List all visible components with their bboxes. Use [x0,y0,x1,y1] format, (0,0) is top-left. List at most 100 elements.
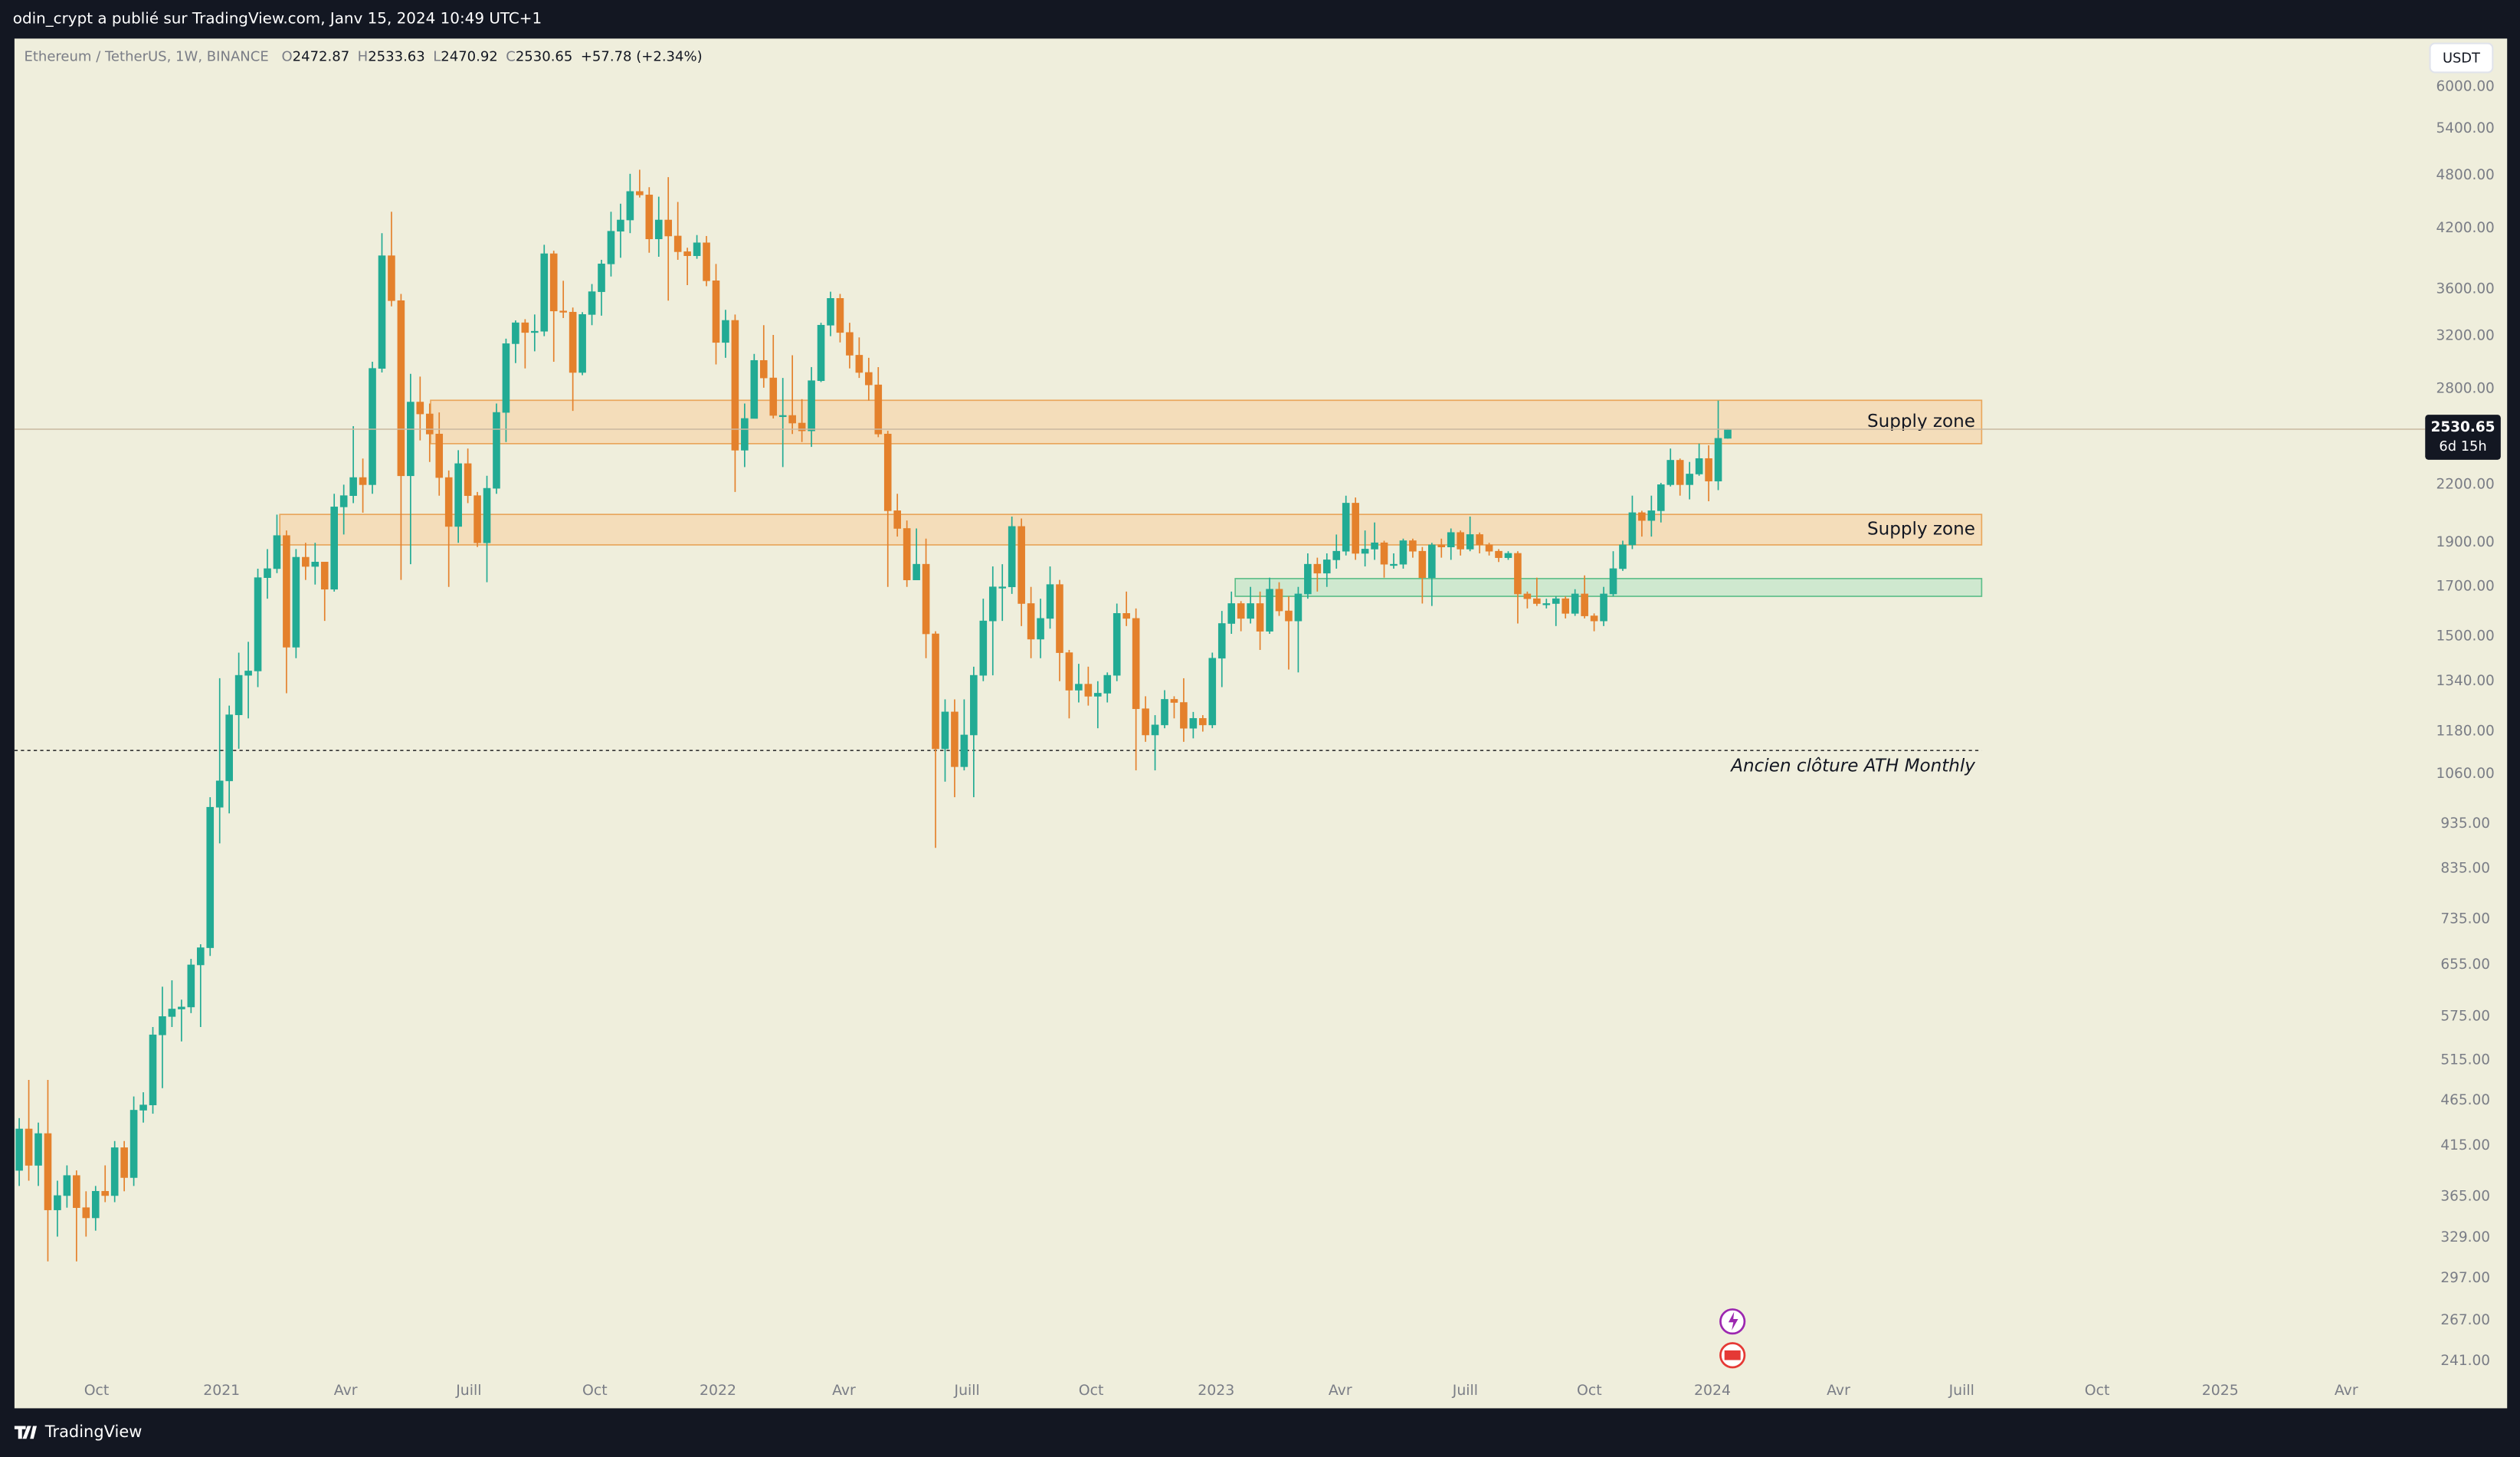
x-tick-label: 2023 [1198,1382,1234,1399]
y-tick-label: 5400.00 [2436,120,2495,136]
candle-body [215,780,224,808]
candle-body [1466,534,1474,550]
candle-body [407,402,415,477]
candle-body [1590,615,1598,622]
candle-body [1285,610,1293,622]
candle-body [598,264,605,292]
candle-body [1342,503,1350,552]
candle-body [397,300,405,477]
x-tick-label: Juill [455,1382,481,1399]
candle-body [120,1147,128,1178]
candle-body [54,1195,61,1210]
candle-body [750,359,759,419]
legend-ohlc-letter: O [281,48,292,64]
legend-ohlc-letter: L [433,48,441,64]
candle-body [1533,598,1541,604]
candle-body [91,1190,100,1219]
candle-body [960,734,968,767]
candle-body [846,332,854,356]
y-tick-label: 1900.00 [2436,534,2495,550]
candle-body [502,343,510,413]
y-tick-label: 415.00 [2440,1137,2490,1153]
y-tick-label: 1060.00 [2436,766,2495,782]
brand: TradingView [14,1423,142,1441]
event-icons [1719,1308,1746,1369]
button-label[interactable]: USDT [2443,51,2480,67]
brand-logo [14,1426,38,1439]
price-badge [2425,415,2501,460]
y-tick-label: 2800.00 [2436,381,2495,397]
candle-body [483,487,491,543]
candle-body [1686,474,1693,485]
candle-body [855,355,863,373]
candle-body [1256,603,1264,632]
legend-change: +57.78 (+2.34%) [581,48,703,64]
legend-symbol: Ethereum / TetherUS, 1W, BINANCE [24,48,268,64]
candle-body [1361,549,1369,554]
candle-body [1075,684,1083,691]
legend-line: Ethereum / TetherUS, 1W, BINANCE O2472.87… [24,48,702,64]
candle-body [1523,593,1532,599]
candle-body [330,507,339,590]
candle-body [63,1175,71,1196]
x-tick-label: 2024 [1694,1382,1731,1399]
candle-body [1322,560,1331,574]
candle-body [549,253,558,312]
candle-body [1332,550,1341,560]
currency-button[interactable]: USDT [2429,42,2494,74]
candle-body [464,463,472,497]
candle-body [1600,593,1607,622]
candle-body [273,535,281,569]
candle-body [540,253,549,332]
candle-body [636,191,644,195]
legend-ohlc-letter: H [358,48,369,64]
candle-body [664,219,673,237]
candle-body [988,586,997,622]
candle-body [1094,693,1102,697]
candle-body [1027,603,1035,640]
candle-body [1619,544,1627,569]
candle-body [998,586,1007,589]
candle-body [369,368,376,485]
button-bg[interactable] [2429,42,2494,74]
candle-body [388,255,395,301]
candle-body [798,422,806,432]
x-tick-label: Oct [84,1382,110,1399]
candle-body [425,413,434,435]
candle-body [1504,553,1512,558]
candle-body [1705,458,1712,482]
candle-body [1609,568,1617,595]
candle-body [645,195,654,240]
candle-body [1018,526,1025,604]
candle-body [1552,598,1560,604]
candle-body [1695,458,1703,474]
x-tick-label: Avr [832,1382,856,1399]
candle-body [283,535,290,648]
y-tick-label: 1700.00 [2436,579,2495,595]
candle-body [1571,593,1579,614]
candle-body [1676,460,1684,485]
candle-body [178,1006,185,1009]
x-tick-label: Juill [1452,1382,1478,1399]
y-tick-label: 365.00 [2440,1188,2490,1204]
y-tick-label: 2200.00 [2436,476,2495,492]
candle-body [1266,589,1273,632]
candle-body [531,330,539,333]
candle-body [817,324,825,382]
candle-body [512,322,519,344]
legend-ohlc-value: 2470.92 [441,48,498,64]
x-tick-label: Juill [1948,1382,1974,1399]
candle-body [712,281,720,343]
candle-body [703,242,710,281]
candle-body [244,671,252,676]
candle-body [836,298,844,333]
y-tick-label: 575.00 [2440,1008,2490,1024]
candle-body [1065,652,1073,691]
candle-body [1122,613,1130,619]
candle-body [1352,503,1359,554]
legend-ohlc-value: 2530.65 [516,48,573,64]
candle-body [444,477,453,527]
candle-body [168,1009,176,1017]
candle-body [1476,534,1483,546]
candle-body [569,311,577,373]
